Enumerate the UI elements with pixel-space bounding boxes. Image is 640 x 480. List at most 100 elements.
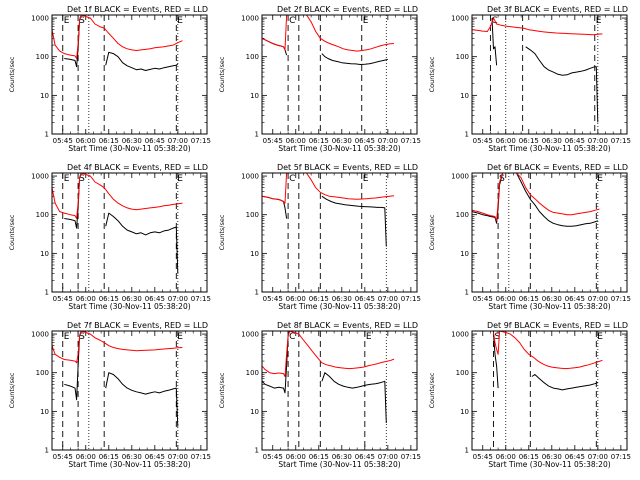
x-axis-label: Start Time (30-Nov-11 05:38:20)	[488, 144, 610, 153]
lld-series	[262, 331, 395, 377]
y-axis-label: Counts/sec	[218, 372, 226, 408]
x-axis-label: Start Time (30-Nov-11 05:38:20)	[68, 302, 190, 311]
panel-title: Det 6f BLACK = Events, RED = LLD	[487, 163, 628, 172]
panel-title: Det 5f BLACK = Events, RED = LLD	[277, 163, 418, 172]
x-tick-label: 05:45	[53, 453, 73, 461]
x-tick-label: 05:45	[53, 295, 73, 303]
y-tick-label: 10	[460, 250, 469, 258]
x-tick-label: 06:00	[76, 453, 96, 461]
events-series-segment	[321, 195, 387, 247]
x-ticks: 05:45 06:00 06:15 06:30 06:45 07:00 07:15	[473, 15, 631, 145]
y-tick-label: 10	[250, 92, 259, 100]
events-series-segment	[472, 173, 598, 227]
x-ticks: 05:45 06:00 06:15 06:30 06:45 07:00 07:15	[263, 331, 421, 461]
x-tick-label: 06:45	[565, 137, 585, 145]
panel-title: Det 7f BLACK = Events, RED = LLD	[67, 321, 208, 330]
x-tick-label: 06:00	[76, 295, 96, 303]
x-tick-label: 06:30	[332, 453, 352, 461]
y-tick-label: 1000	[241, 331, 259, 339]
x-tick-label: 06:45	[145, 453, 165, 461]
plot-frame	[471, 330, 628, 451]
x-tick-label: 05:45	[473, 453, 493, 461]
y-tick-label: 100	[36, 53, 49, 61]
y-tick-label: 1	[465, 447, 469, 455]
events-series	[262, 195, 387, 247]
plot-frame	[261, 14, 418, 135]
y-axis-label: Counts/sec	[428, 56, 436, 92]
y-tick-label: 10	[40, 92, 49, 100]
panel-title: Det 9f BLACK = Events, RED = LLD	[487, 321, 628, 330]
y-tick-label: 1	[465, 289, 469, 297]
y-tick-label: 1000	[31, 331, 49, 339]
lld-series	[52, 331, 183, 364]
panel-7: Det 7f BLACK = Events, RED = LLD Counts/s…	[8, 321, 211, 469]
x-tick-label: 06:30	[122, 453, 142, 461]
x-tick-label: 06:00	[76, 137, 96, 145]
y-tick-label: 10	[250, 408, 259, 416]
panel-8: Det 8f BLACK = Events, RED = LLD Counts/s…	[218, 321, 421, 469]
events-series-segment	[531, 374, 598, 391]
event-marker-label: E	[596, 16, 602, 26]
x-tick-label: 05:45	[263, 453, 283, 461]
x-tick-label: 07:15	[401, 453, 421, 461]
x-tick-label: 07:15	[191, 295, 211, 303]
x-ticks: 05:45 06:00 06:15 06:30 06:45 07:00 07:15	[53, 173, 211, 303]
y-axis-label: Counts/sec	[8, 56, 16, 92]
y-tick-label: 1	[255, 447, 259, 455]
lld-series-segment	[262, 173, 395, 204]
y-tick-label: 100	[36, 369, 49, 377]
panel-title: Det 8f BLACK = Events, RED = LLD	[277, 321, 418, 330]
plot-frame	[51, 330, 208, 451]
x-tick-label: 06:30	[332, 137, 352, 145]
x-ticks: 05:45 06:00 06:15 06:30 06:45 07:00 07:15	[263, 15, 421, 145]
events-series	[493, 334, 598, 391]
events-series	[262, 37, 388, 65]
y-tick-label: 100	[246, 53, 259, 61]
y-tick-label: 1000	[31, 173, 49, 181]
x-tick-label: 06:30	[542, 453, 562, 461]
y-ticks: 1 10 100 1000	[451, 15, 627, 139]
x-tick-label: 06:15	[99, 137, 119, 145]
x-tick-label: 05:45	[473, 295, 493, 303]
y-tick-label: 10	[40, 408, 49, 416]
events-series-segment	[262, 195, 288, 219]
y-ticks: 1 10 100 1000	[451, 331, 627, 455]
y-tick-label: 1	[45, 289, 49, 297]
lld-series-segment	[262, 331, 395, 377]
x-ticks: 05:45 06:00 06:15 06:30 06:45 07:00 07:15	[473, 331, 631, 461]
x-ticks: 05:45 06:00 06:15 06:30 06:45 07:00 07:15	[53, 15, 211, 145]
x-ticks: 05:45 06:00 06:15 06:30 06:45 07:00 07:15	[263, 173, 421, 303]
x-tick-label: 06:00	[496, 295, 516, 303]
lld-series	[472, 17, 603, 36]
events-series	[262, 331, 387, 424]
events-series-segment	[491, 18, 498, 66]
x-tick-label: 06:45	[355, 453, 375, 461]
plot-frame	[471, 14, 628, 135]
x-tick-label: 06:30	[122, 137, 142, 145]
event-marker-label: C	[289, 174, 295, 184]
y-ticks: 1 10 100 1000	[241, 15, 417, 139]
events-series-segment	[321, 53, 388, 65]
x-tick-label: 07:00	[168, 295, 188, 303]
lld-series	[262, 173, 395, 204]
x-tick-label: 06:30	[332, 295, 352, 303]
events-series-segment	[105, 51, 179, 71]
x-axis-label: Start Time (30-Nov-11 05:38:20)	[278, 144, 400, 153]
x-tick-label: 07:00	[168, 137, 188, 145]
panel-title: Det 1f BLACK = Events, RED = LLD	[67, 5, 208, 14]
y-tick-label: 1	[45, 131, 49, 139]
x-ticks: 05:45 06:00 06:15 06:30 06:45 07:00 07:15	[53, 331, 211, 461]
event-marker-label: E	[64, 16, 70, 26]
x-tick-label: 07:00	[168, 453, 188, 461]
x-tick-label: 06:45	[355, 137, 375, 145]
y-tick-label: 1000	[31, 15, 49, 23]
x-tick-label: 05:45	[263, 137, 283, 145]
plot-frame	[51, 14, 208, 135]
x-axis-label: Start Time (30-Nov-11 05:38:20)	[68, 144, 190, 153]
plot-frame	[261, 330, 418, 451]
lld-series-segment	[52, 173, 183, 219]
lld-series-segment	[472, 17, 603, 36]
panel-6: Det 6f BLACK = Events, RED = LLD Counts/s…	[428, 163, 631, 311]
y-ticks: 1 10 100 1000	[241, 173, 417, 297]
